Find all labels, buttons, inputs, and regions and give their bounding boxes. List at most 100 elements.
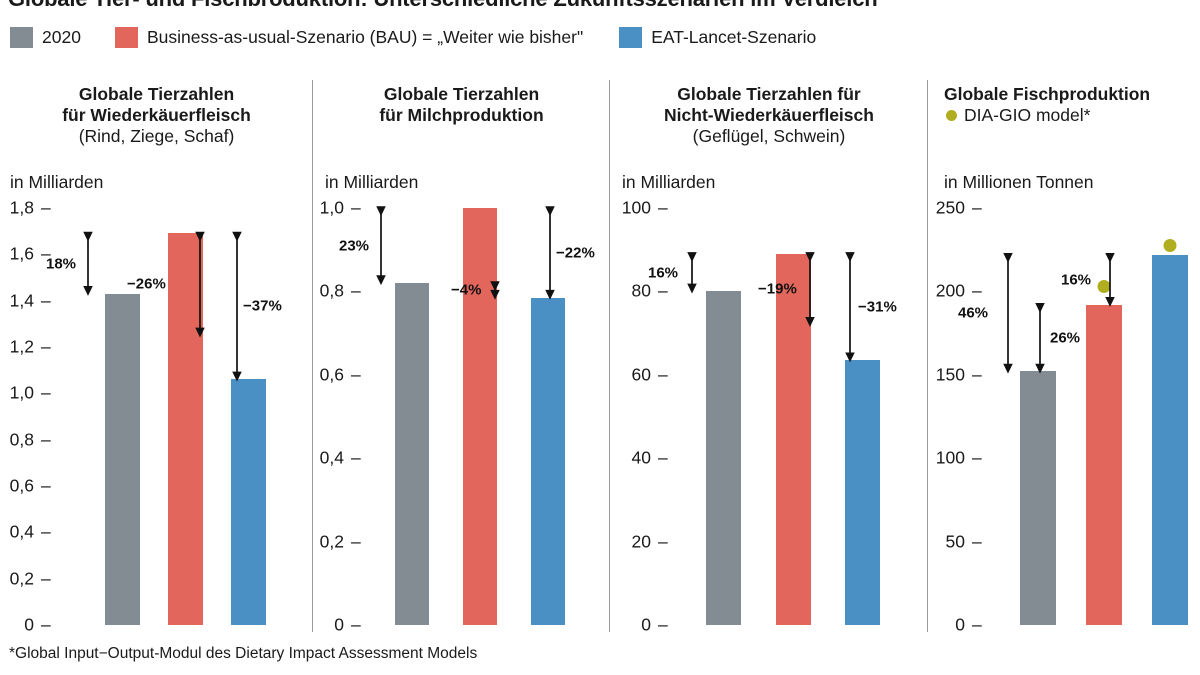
panel-subtitle-4: DIA-GIO model* <box>964 105 1091 125</box>
tick-label: 250 <box>935 197 965 218</box>
panel-title-line-1: Globale Fischproduktion <box>944 84 1151 104</box>
y-axis-tick: 1,8– <box>0 198 55 219</box>
tick-label: 40 <box>631 447 651 468</box>
tick-label: 0,8 <box>319 280 344 301</box>
annotation-arrows <box>687 252 855 363</box>
tick-mark: – <box>41 429 51 450</box>
y-axis-tick: 0,2– <box>313 531 365 552</box>
legend: 2020 Business-as-usual-Szenario (BAU) = … <box>10 26 816 48</box>
y-axis-tick: 0,6– <box>313 364 365 385</box>
tick-mark: – <box>41 197 51 218</box>
panel-ruminant-meat: Globale Tierzahlen für Wiederkäuerfleisc… <box>0 80 313 640</box>
y-axis-tick: 20– <box>610 531 672 552</box>
legend-swatch-blue <box>619 26 643 48</box>
tick-label: 0,2 <box>9 568 34 589</box>
panel-title-4: Globale Fischproduktion DIA-GIO model* <box>928 80 1200 126</box>
tick-label: 0 <box>641 614 651 635</box>
tick-label: 20 <box>631 531 651 552</box>
tick-label: 150 <box>935 364 965 385</box>
tick-mark: – <box>972 280 982 301</box>
tick-label: 0,8 <box>9 429 34 450</box>
y-axis-tick: 250– <box>928 198 986 219</box>
bar-eat-lancet <box>231 379 266 625</box>
tick-label: 1,2 <box>9 336 34 357</box>
annotation-arrows <box>376 206 555 300</box>
plot-area-3: 0–20–40–60–80–100–16% −19% −31% <box>610 80 928 640</box>
tick-mark: – <box>972 197 982 218</box>
legend-item-bau: Business-as-usual-Szenario (BAU) = „Weit… <box>114 26 583 48</box>
y-axis-tick: 1,0– <box>313 198 365 219</box>
y-axis-tick: 60– <box>610 364 672 385</box>
tick-mark: – <box>41 521 51 542</box>
footnote: *Global Input−Output-Modul des Dietary I… <box>9 645 478 662</box>
tick-mark: – <box>972 531 982 552</box>
tick-mark: – <box>658 614 668 635</box>
annotation-label: 16% <box>648 264 679 282</box>
legend-item-eat-lancet: EAT-Lancet-Szenario <box>619 26 817 48</box>
tick-label: 50 <box>945 531 965 552</box>
panel-title-1: Globale Tierzahlen für Wiederkäuerfleisc… <box>0 80 313 147</box>
panel-model-legend-4: DIA-GIO model* <box>944 105 1200 126</box>
tick-label: 80 <box>631 280 651 301</box>
panel-title-line-1: Globale Tierzahlen für <box>677 84 861 104</box>
y-axis-tick: 1,6– <box>0 244 55 265</box>
tick-mark: – <box>41 243 51 264</box>
panel-divider-3 <box>927 80 928 632</box>
tick-mark: – <box>351 614 361 635</box>
panel-title-line-2: für Wiederkäuerfleisch <box>62 105 251 125</box>
panel-subtitle-3: (Geflügel, Schwein) <box>692 126 846 146</box>
bar-2020 <box>395 283 429 625</box>
bar-2020 <box>706 291 741 625</box>
y-axis-tick: 200– <box>928 281 986 302</box>
tick-label: 1,8 <box>9 197 34 218</box>
annotation-label: −37% <box>243 297 282 315</box>
y-axis-tick: 0,8– <box>0 429 55 450</box>
panel-title-2: Globale Tierzahlen für Milchproduktion <box>313 80 610 126</box>
y-axis-tick: 40– <box>610 448 672 469</box>
panel-title-line-1: Globale Tierzahlen <box>78 84 235 104</box>
y-axis-tick: 1,4– <box>0 290 55 311</box>
annotation-label: −19% <box>758 280 797 298</box>
panel-nonruminant-meat: Globale Tierzahlen für Nicht-Wiederkäuer… <box>610 80 928 640</box>
y-axis-tick: 80– <box>610 281 672 302</box>
y-axis-tick: 50– <box>928 531 986 552</box>
bar-eat-lancet <box>531 297 565 625</box>
tick-mark: – <box>972 447 982 468</box>
panel-unit-1: in Milliarden <box>10 172 104 192</box>
tick-mark: – <box>972 614 982 635</box>
tick-label: 200 <box>935 280 965 301</box>
annotation-label: −31% <box>858 298 897 316</box>
panel-unit-2: in Milliarden <box>325 172 419 192</box>
annotation-label: 23% <box>339 237 370 255</box>
tick-mark: – <box>658 364 668 385</box>
tick-label: 1,0 <box>9 382 34 403</box>
tick-mark: – <box>351 197 361 218</box>
y-axis-tick: 0– <box>928 615 986 636</box>
tick-mark: – <box>658 280 668 301</box>
legend-label-2020: 2020 <box>42 26 81 47</box>
annotation-arrows <box>83 231 242 382</box>
tick-label: 60 <box>631 364 651 385</box>
page-title: Globale Tier- und Fischproduktion: Unter… <box>8 0 1198 6</box>
panel-title-line-2: Nicht-Wiederkäuerfleisch <box>664 105 874 125</box>
legend-label-eat-lancet: EAT-Lancet-Szenario <box>651 26 817 47</box>
y-axis-tick: 1,0– <box>0 383 55 404</box>
panel-divider-2 <box>609 80 610 632</box>
bar-bau <box>776 253 811 625</box>
annotation-arrows <box>1003 252 1115 374</box>
legend-item-2020: 2020 <box>10 26 81 48</box>
bar-2020 <box>1020 371 1056 625</box>
tick-mark: – <box>41 568 51 589</box>
dia-gio-dot <box>1163 238 1177 252</box>
panel-title-line-1: Globale Tierzahlen <box>383 84 540 104</box>
y-axis-tick: 0– <box>610 615 672 636</box>
legend-swatch-red <box>114 26 138 48</box>
panel-milk-production: Globale Tierzahlen für Milchproduktion i… <box>313 80 610 640</box>
panel-title-line-2: für Milchproduktion <box>379 105 544 125</box>
tick-mark: – <box>41 475 51 496</box>
tick-label: 100 <box>935 447 965 468</box>
tick-label: 1,0 <box>319 197 344 218</box>
y-axis-tick: 100– <box>928 448 986 469</box>
tick-label: 0,2 <box>319 531 344 552</box>
